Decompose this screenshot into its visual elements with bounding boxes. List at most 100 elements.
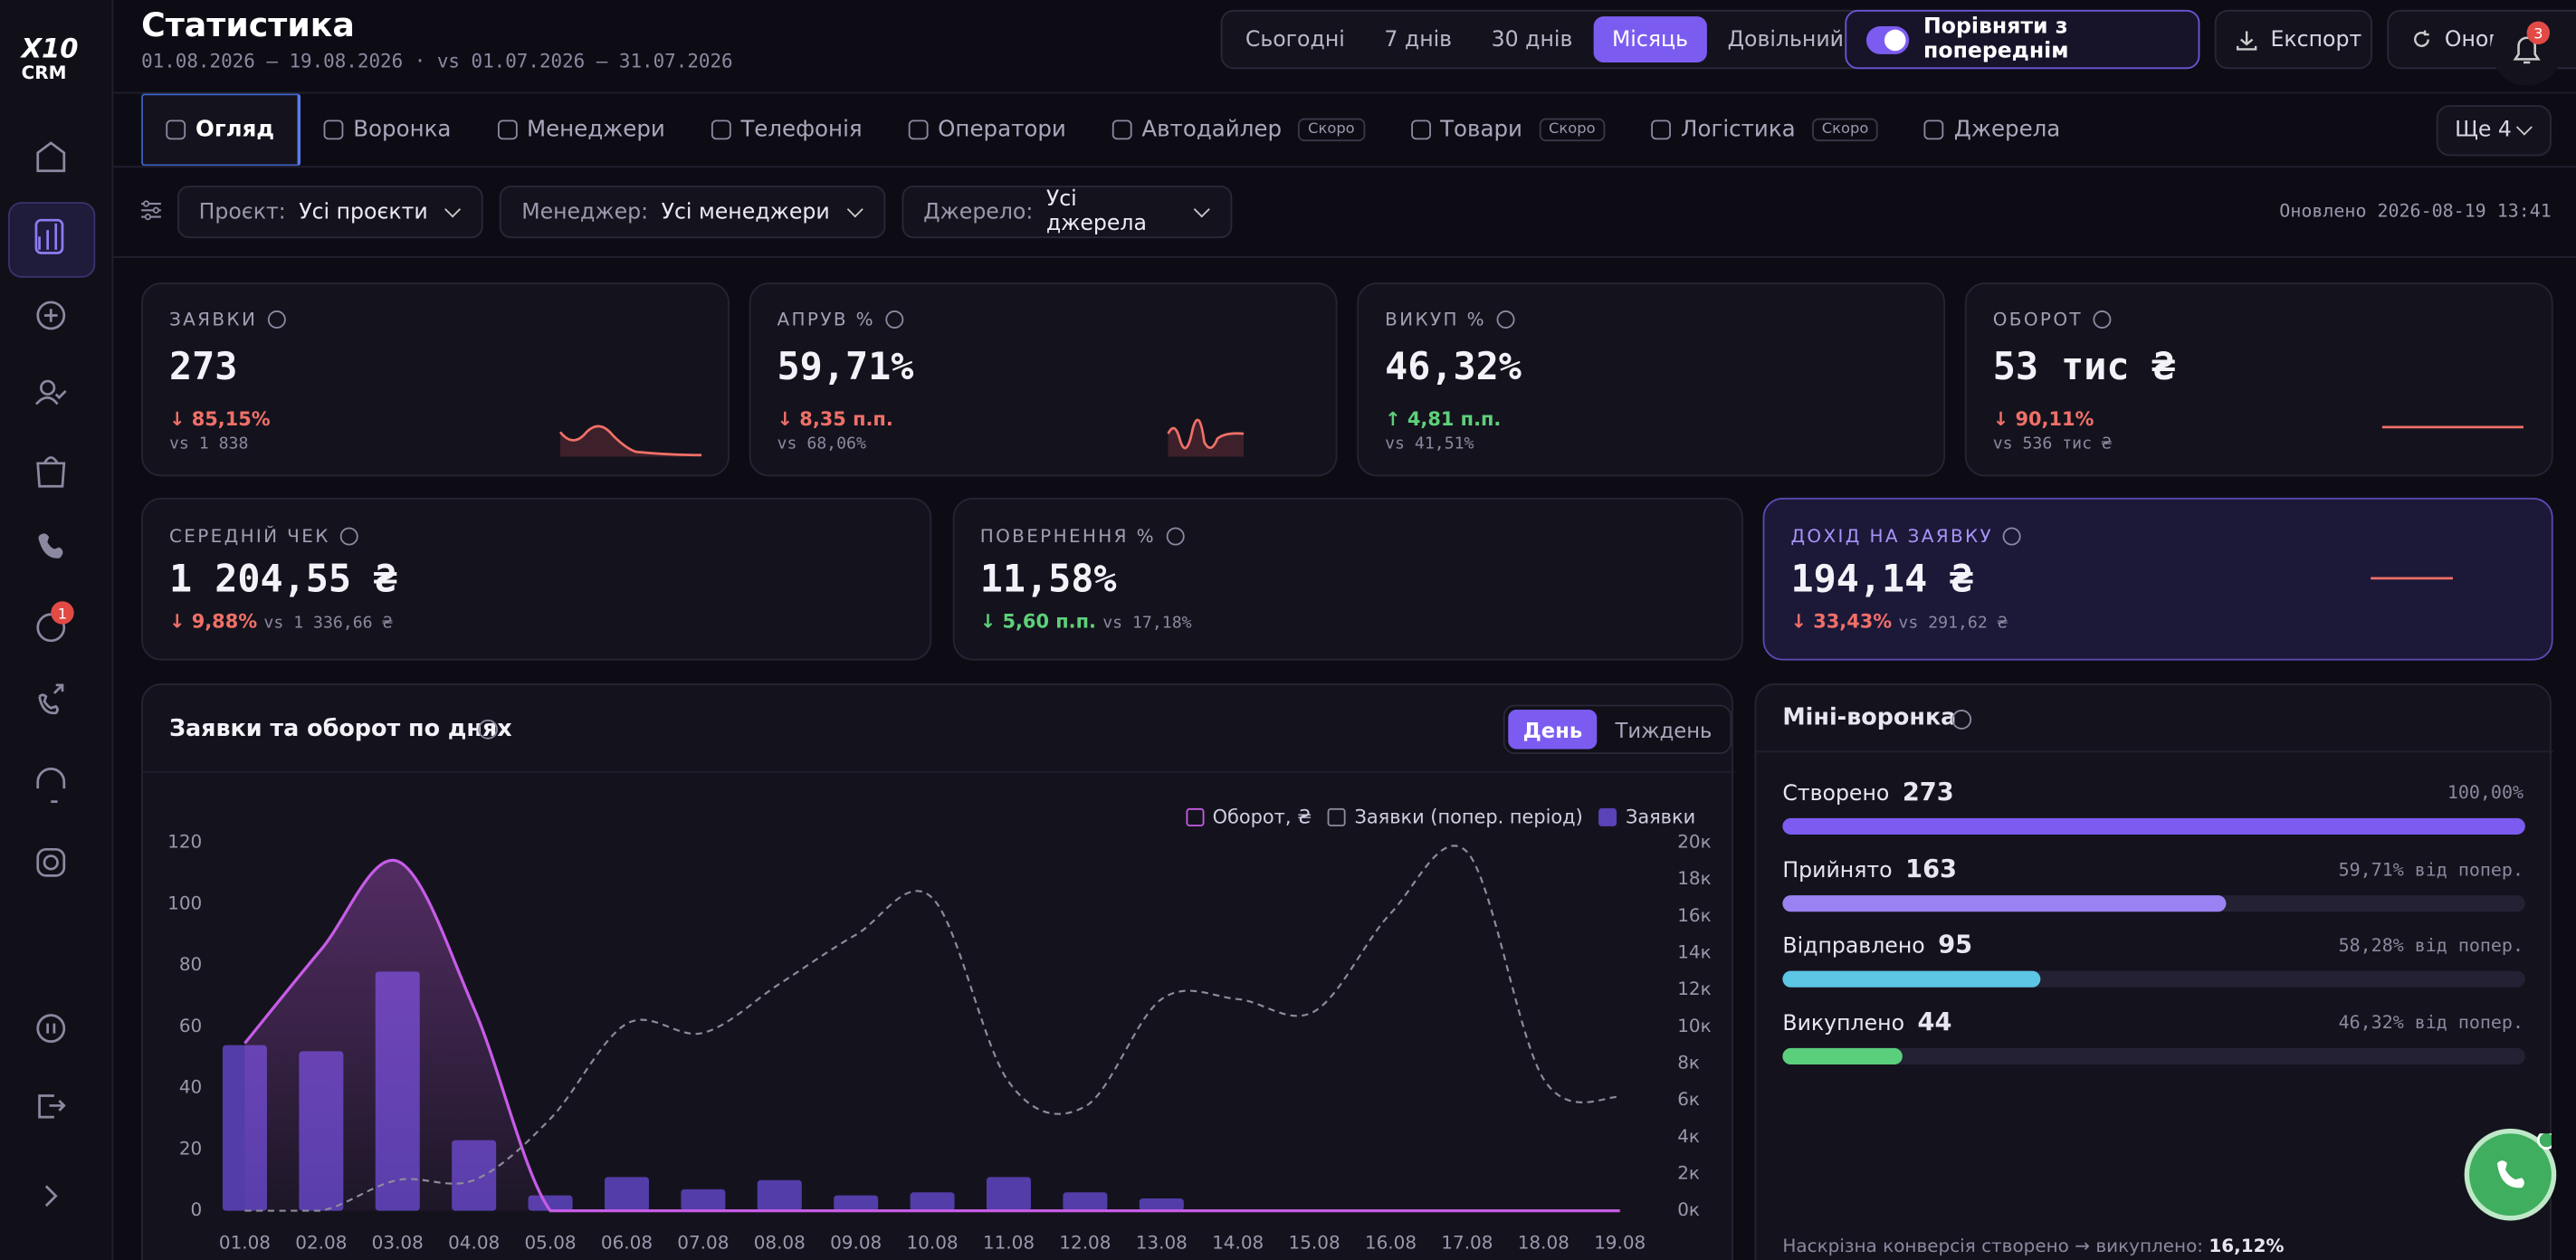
tab-badge: Скоро xyxy=(1811,118,1879,142)
logo-bottom: CRM xyxy=(21,62,67,84)
tab[interactable]: Автодайлер Скоро xyxy=(1089,93,1388,166)
tab-label: Телефонія xyxy=(740,116,863,143)
notifications[interactable]: 3 xyxy=(2490,13,2563,86)
tab-icon xyxy=(1410,119,1431,140)
bar xyxy=(604,1177,649,1211)
kpi-title: ОБОРОТ xyxy=(1992,309,2083,330)
compare-toggle[interactable]: Порівняти з попереднім xyxy=(1845,9,2200,70)
stage-track xyxy=(1782,894,2525,912)
bar xyxy=(1139,1198,1184,1211)
more-tabs[interactable]: Ще 4 xyxy=(2436,105,2552,157)
notification-count: 3 xyxy=(2533,25,2543,43)
legend-label: Заявки (попер. період) xyxy=(1354,805,1583,828)
kpi-card: ОБОРОТ 53 тис ₴ ↓ 90,11% vs 536 тис ₴ xyxy=(1964,282,2553,477)
line xyxy=(244,845,1620,1212)
period-option[interactable]: 30 днів xyxy=(1491,26,1573,52)
x-tick-label: 06.08 xyxy=(601,1231,653,1253)
stage-pct: 100,00% xyxy=(2447,781,2524,804)
tab[interactable]: Телефонія xyxy=(688,93,885,166)
filter-label: Джерело: xyxy=(923,199,1034,224)
filters: Проєкт: Усі проєкти Менеджер: Усі менеджери… xyxy=(177,186,1233,239)
period-option[interactable]: Довільний xyxy=(1727,26,1845,52)
tab-label: Огляд xyxy=(195,116,275,143)
bell: 3 xyxy=(2513,21,2551,64)
kpi-compare: vs 1 336,66 ₴ xyxy=(263,614,393,633)
y2-tick-label: 18к xyxy=(1677,867,1711,889)
tab[interactable]: Огляд xyxy=(141,93,301,167)
sidebar: X10 CRM 1 xyxy=(0,0,114,1260)
stage-count: 273 xyxy=(1902,777,1954,807)
y2-tick-label: 2к xyxy=(1677,1161,1700,1183)
x-tick-label: 12.08 xyxy=(1059,1231,1111,1253)
x-tick-label: 09.08 xyxy=(830,1231,882,1253)
kpi-value: 11,58% xyxy=(979,558,1117,602)
kpi-card: АПРУВ % 59,71% ↓ 8,35 п.п. vs 68,06% xyxy=(749,282,1338,477)
line-area xyxy=(244,860,1620,1211)
refresh-icon xyxy=(2414,30,2429,47)
export-button[interactable]: Експорт xyxy=(2214,9,2373,70)
legend-item[interactable]: Оборот, ₴ xyxy=(1186,805,1312,828)
chart-card: Заявки та оборот по днях 0 20 40 60 80 100 120… xyxy=(141,682,1735,1260)
filter[interactable]: Менеджер: Усі менеджери xyxy=(500,186,886,239)
legend: Оборот, ₴ Заявки (попер. період) Заявки xyxy=(1186,805,1696,828)
kpi-delta: ↓ 5,60 п.п. xyxy=(979,609,1096,633)
nav-active[interactable] xyxy=(8,202,96,278)
toggle-option[interactable]: Тиждень xyxy=(1615,717,1713,742)
filter[interactable]: Проєкт: Усі проєкти xyxy=(177,186,484,239)
kpi-compare: vs 536 тис ₴ xyxy=(1992,434,2112,453)
export-icon xyxy=(2236,30,2257,50)
chevron xyxy=(846,200,863,217)
tab[interactable]: Джерела xyxy=(1902,93,2084,166)
y2-tick-label: 20к xyxy=(1677,831,1711,853)
period-option[interactable]: 7 днів xyxy=(1384,26,1453,52)
tab-label: Логістика xyxy=(1681,116,1796,143)
stage-track xyxy=(1782,817,2525,835)
more-label: Ще 4 xyxy=(2455,118,2512,143)
kpi-card: ВИКУП % 46,32% ↑ 4,81 п.п. vs 41,51% xyxy=(1357,282,1946,477)
tab-icon xyxy=(908,119,929,140)
y-tick-label: 60 xyxy=(179,1015,202,1036)
chevron xyxy=(444,200,462,217)
funnel-row-label: Викуплено 44 xyxy=(1782,1007,1951,1036)
legend-label: Оборот, ₴ xyxy=(1212,805,1312,828)
kpi-title: ПОВЕРНЕННЯ % xyxy=(979,525,1156,548)
kpi-title-row: ПОВЕРНЕННЯ % xyxy=(979,525,1184,548)
x-tick-label: 18.08 xyxy=(1518,1231,1569,1253)
kpi-value: 1 204,55 ₴ xyxy=(168,558,397,602)
y-tick-label: 0 xyxy=(191,1198,203,1220)
help-icon xyxy=(884,310,903,329)
x-tick-label: 15.08 xyxy=(1289,1231,1340,1253)
kpi-value: 273 xyxy=(168,346,238,390)
nav-icons[interactable]: 1 xyxy=(0,0,111,1260)
kpi-delta-row: ↓ 33,43% vs 291,62 ₴ xyxy=(1790,609,2007,632)
tab[interactable]: Воронка xyxy=(301,93,474,166)
period-option[interactable]: Сьогодні xyxy=(1245,26,1345,52)
kpi-delta-row: ↓ 9,88% vs 1 336,66 ₴ xyxy=(169,609,393,632)
period-option[interactable]: Місяць xyxy=(1593,16,1706,62)
bar xyxy=(834,1195,879,1211)
kpi-title-row: ДОХІД НА ЗАЯВКУ xyxy=(1790,526,2021,547)
legend-item[interactable]: Заявки xyxy=(1598,805,1696,828)
export-label: Експорт xyxy=(2270,26,2362,52)
tab[interactable]: Менеджери xyxy=(474,93,688,166)
legend-label: Заявки xyxy=(1625,805,1696,828)
call-button[interactable] xyxy=(2464,1128,2557,1221)
x-tick-label: 08.08 xyxy=(754,1231,806,1253)
stage-pct: 46,32% від попер. xyxy=(2338,1011,2524,1033)
kpi-title: СЕРЕДНІЙ ЧЕК xyxy=(168,525,330,548)
chat-badge: 1 xyxy=(58,605,67,622)
toggle-switch xyxy=(1865,25,1909,53)
filter[interactable]: Джерело: Усі джерела xyxy=(902,186,1233,239)
x-tick-label: 17.08 xyxy=(1441,1231,1493,1253)
kpi-card: ПОВЕРНЕННЯ % 11,58% ↓ 5,60 п.п. vs 17,18% xyxy=(951,497,1742,661)
y2-tick-label: 14к xyxy=(1677,941,1711,963)
kpi-value: 46,32% xyxy=(1385,346,1522,390)
stage-name: Відправлено xyxy=(1782,934,1925,959)
tab[interactable]: Оператори xyxy=(885,93,1089,166)
tab[interactable]: Товари Скоро xyxy=(1388,93,1628,166)
tab[interactable]: Логістика Скоро xyxy=(1628,93,1902,166)
legend-item[interactable]: Заявки (попер. період) xyxy=(1328,805,1583,828)
toggle-option[interactable]: День xyxy=(1508,710,1598,749)
filter-value: Усі менеджери xyxy=(661,199,830,224)
x-tick-label: 10.08 xyxy=(907,1231,959,1253)
